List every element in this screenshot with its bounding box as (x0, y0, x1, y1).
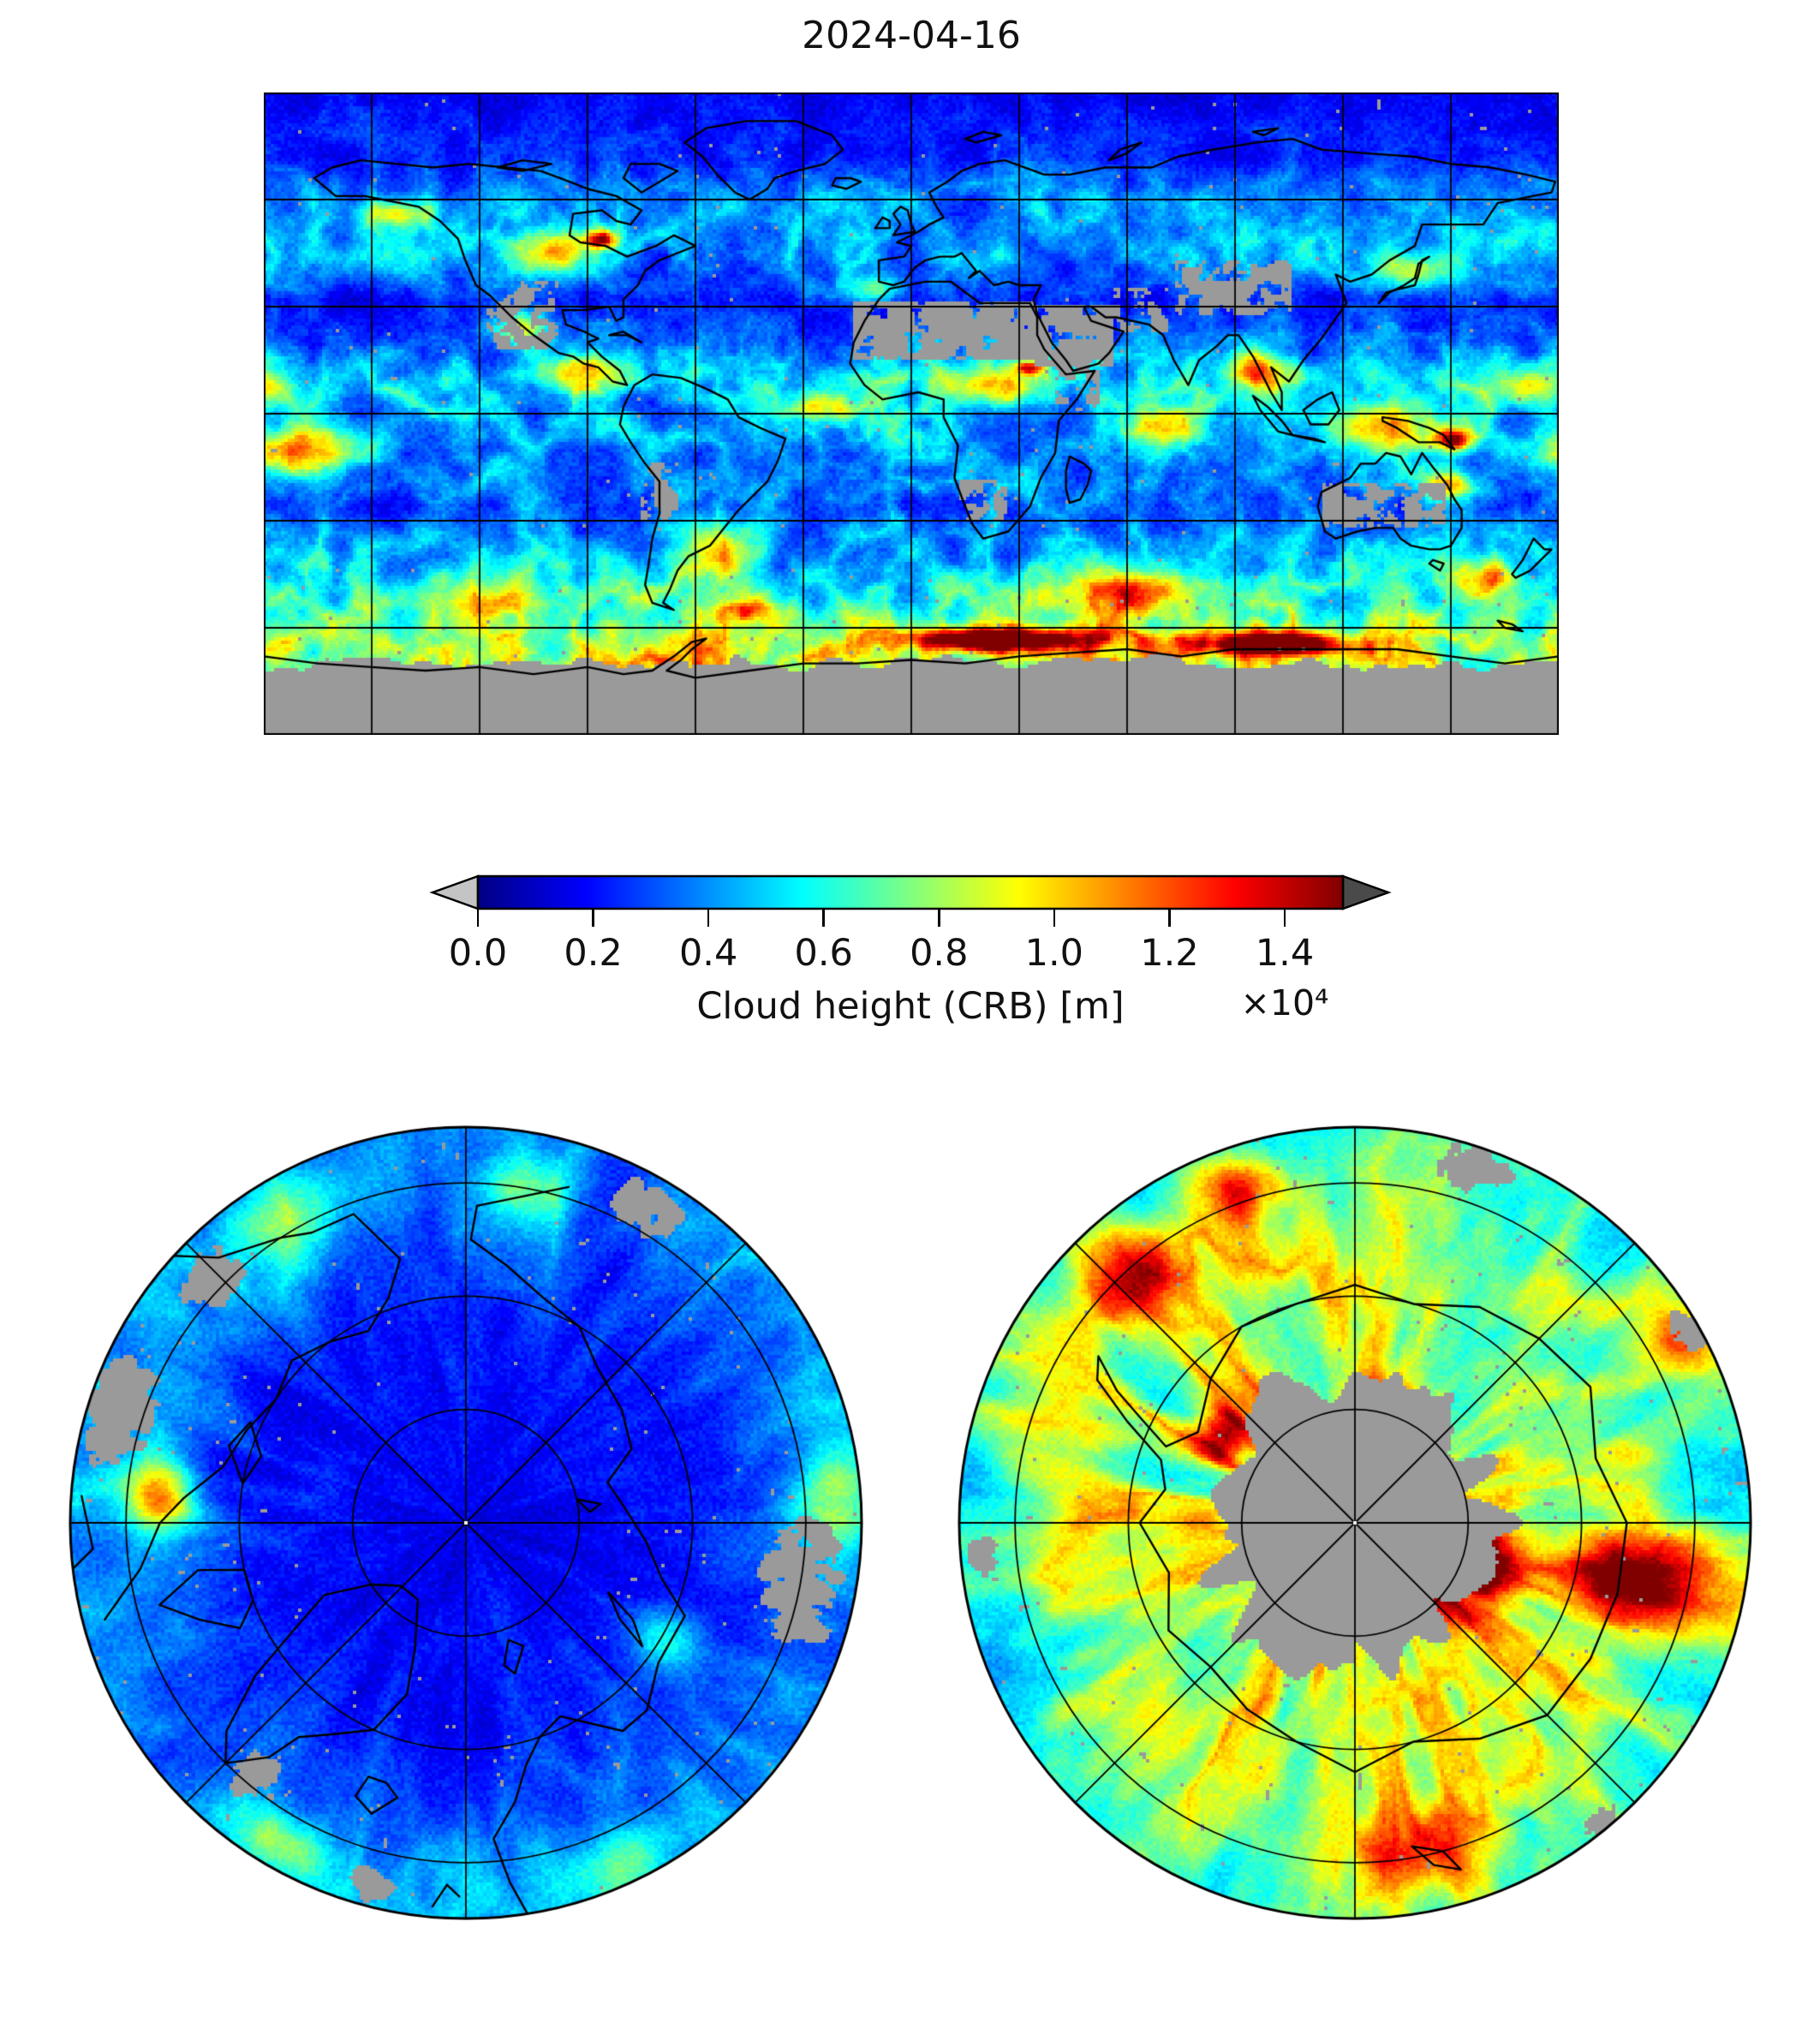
colorbar-tick (476, 908, 480, 927)
colorbar-tick-label: 0.2 (564, 932, 623, 975)
colorbar-tick (1283, 908, 1286, 927)
colorbar-tick (1053, 908, 1056, 927)
colorbar-tick-label: 0.8 (910, 932, 969, 975)
colorbar-multiplier: ×10⁴ (1240, 982, 1329, 1023)
colorbar-tick (592, 908, 594, 927)
colorbar-under-arrow (429, 874, 480, 910)
colorbar-tick-label: 1.4 (1255, 932, 1315, 975)
colorbar-gradient (476, 874, 1345, 910)
colorbar-over-arrow (1341, 874, 1392, 910)
colorbar-tick (707, 908, 710, 927)
north-polar-map-canvas (69, 1125, 863, 1920)
colorbar-tick-label: 1.0 (1024, 932, 1084, 975)
south-polar-map-canvas (958, 1125, 1752, 1920)
colorbar-label: Cloud height (CRB) [m] (696, 985, 1125, 1028)
colorbar (429, 874, 1392, 910)
global-map-canvas (264, 92, 1559, 735)
colorbar-tick-label: 0.6 (794, 932, 853, 975)
colorbar-tick (938, 908, 940, 927)
figure-title: 2024-04-16 (802, 14, 1021, 57)
colorbar-tick-label: 0.0 (448, 932, 508, 975)
colorbar-tick (1168, 908, 1171, 927)
colorbar-tick (822, 908, 825, 927)
colorbar-tick-label: 0.4 (678, 932, 738, 975)
colorbar-tick-label: 1.2 (1140, 932, 1199, 975)
